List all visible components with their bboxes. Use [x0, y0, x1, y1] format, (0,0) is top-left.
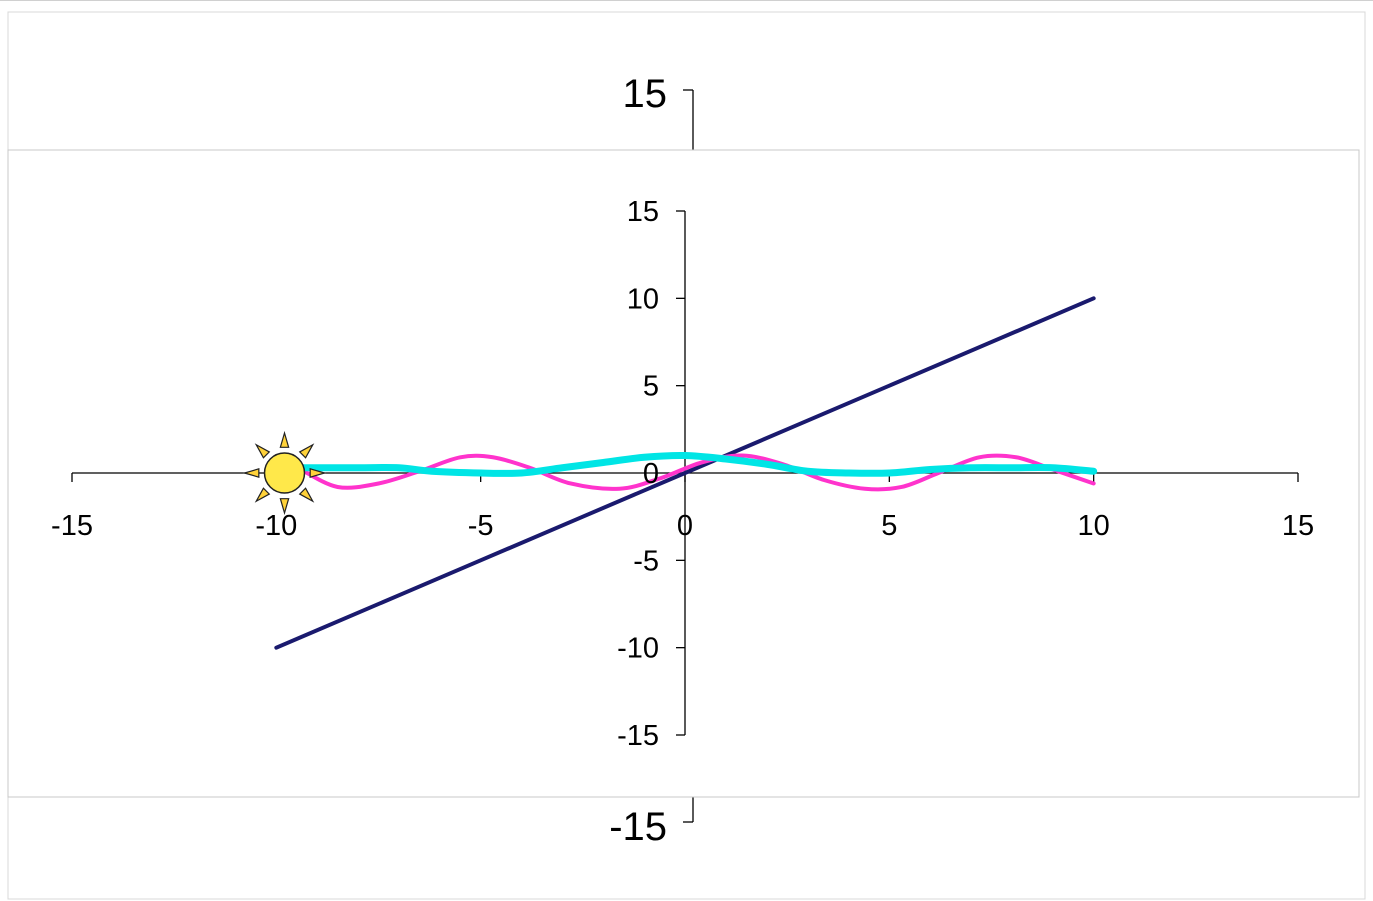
series-layer [274, 296, 1098, 650]
y-tick-label: -15 [617, 720, 659, 752]
y-tick-label: 15 [627, 196, 659, 228]
x-tick-label: -10 [255, 510, 297, 542]
series-line-3 [297, 451, 1098, 477]
x-tick-label: 0 [677, 510, 693, 542]
labels-layer: -15 -10 -5 0 5 10 15 15 10 5 0 -5 -10 -15 [51, 196, 1314, 752]
sun-disc [263, 452, 306, 494]
sun-ray [254, 443, 271, 459]
sun-ray [279, 498, 290, 516]
series-line-2 [298, 453, 1096, 492]
sun-ray [242, 468, 260, 478]
x-tick-label: -15 [51, 510, 93, 542]
y-tick-label: 5 [643, 371, 659, 403]
y-tick-label: -5 [633, 545, 659, 577]
background-y-tick-label: 15 [623, 72, 668, 116]
sun-ray [298, 443, 315, 459]
marker-layer [242, 430, 327, 516]
sun-ray [279, 430, 290, 448]
x-tick-label: -5 [468, 510, 494, 542]
sun-ray [298, 487, 315, 503]
sun-icon [242, 430, 327, 516]
background-y-tick-label: -15 [609, 805, 667, 849]
x-tick-label: 5 [881, 510, 897, 542]
sun-ray [309, 468, 327, 478]
y-tick-label: 10 [627, 283, 659, 315]
front-chart: -15 -10 -5 0 5 10 15 15 10 5 0 -5 -10 -15 [7, 149, 1360, 798]
y-tick-label: 0 [643, 458, 659, 490]
y-tick-label: -10 [617, 633, 659, 665]
x-tick-label: 15 [1282, 510, 1314, 542]
sun-ray [254, 487, 271, 503]
series-line-1 [274, 296, 1096, 650]
x-tick-label: 10 [1078, 510, 1110, 542]
